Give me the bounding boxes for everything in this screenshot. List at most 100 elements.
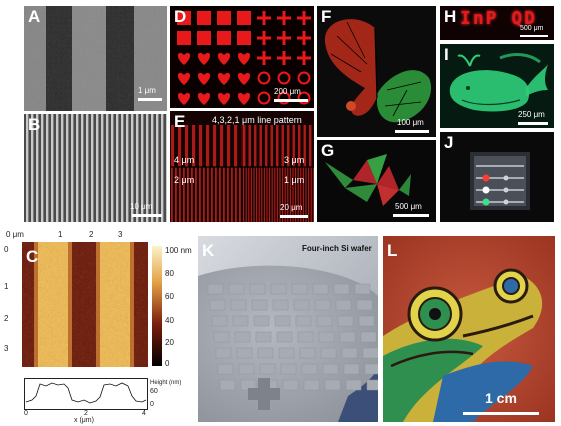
- plus-shape: [277, 51, 291, 65]
- panel-c-afm: 0 μm 1 2 3 0 1 2 3 C 100 nm 80 60 40 20 …: [0, 228, 196, 426]
- panel-c-height-profile: [24, 378, 148, 410]
- panel-l-image: [383, 236, 555, 422]
- panel-l-scalebar-text: 1 cm: [485, 390, 517, 406]
- panel-c-xtick-top-3: 3: [118, 230, 123, 239]
- line-pattern-stripe: [308, 167, 310, 222]
- heart-shape: [177, 92, 191, 105]
- grating-line: [66, 114, 69, 222]
- line-pattern-stripe: [284, 167, 286, 222]
- grating-line: [121, 114, 124, 222]
- wafer-die: [293, 299, 310, 311]
- ring-shape: [277, 71, 291, 85]
- wafer-die: [234, 331, 251, 343]
- panel-g-image: [325, 154, 411, 206]
- line-pattern-stripe: [235, 167, 237, 222]
- panel-g-origami-crane: G 500 μm: [317, 140, 436, 222]
- wafer-die: [366, 379, 378, 391]
- panel-d-scalebar: [274, 99, 308, 102]
- wafer-die: [278, 347, 295, 359]
- line-pattern-stripe: [266, 167, 268, 222]
- panel-c-cbar-tick-20: 20: [165, 338, 174, 347]
- line-pattern-stripe: [256, 167, 258, 222]
- panel-g-scalebar: [393, 214, 429, 217]
- wafer-die: [280, 363, 297, 375]
- panel-j-image: [470, 152, 530, 210]
- wafer-die: [236, 347, 253, 359]
- wafer-die: [345, 379, 362, 391]
- wafer-die: [322, 363, 339, 375]
- panel-c-profile-xtick-2: 2: [84, 410, 88, 417]
- panel-b-scalebar: [132, 214, 162, 217]
- wafer-die: [303, 379, 320, 391]
- plus-shape: [257, 11, 271, 25]
- wafer-die: [249, 283, 266, 295]
- line-pattern-stripe: [287, 125, 290, 167]
- line-pattern-stripe: [281, 125, 284, 167]
- panel-l-frog-photo: L 1 cm: [383, 236, 555, 422]
- grating-line: [161, 114, 164, 222]
- heart-shape: [237, 92, 251, 105]
- ring-shape: [257, 71, 271, 85]
- panel-h-scalebar-text: 500 μm: [520, 25, 544, 32]
- line-pattern-stripe: [175, 167, 177, 222]
- panel-j-device-photo: J: [440, 132, 554, 222]
- line-pattern-stripe: [178, 125, 182, 167]
- wafer-die: [301, 363, 318, 375]
- grating-line: [96, 114, 99, 222]
- line-pattern-stripe: [282, 167, 284, 222]
- line-pattern-stripe: [303, 125, 306, 167]
- panel-b-image: [24, 114, 167, 222]
- panel-a-scalebar-text: 1 μm: [138, 86, 156, 95]
- line-pattern-stripe: [289, 167, 291, 222]
- ring-shape: [297, 91, 311, 105]
- wafer-die: [207, 283, 224, 295]
- panel-g-scalebar-text: 500 μm: [395, 202, 422, 211]
- ring-shape: [277, 91, 291, 105]
- panel-b-scalebar-text: 10 μm: [130, 202, 153, 211]
- panel-a-sem-lines: A 1 μm: [24, 6, 167, 111]
- panel-f-butterfly: F 100 μm: [317, 6, 436, 137]
- panel-c-cbar-tick-0: 0: [165, 359, 170, 368]
- panel-c-ytick-2: 2: [4, 314, 9, 323]
- heart-shape: [197, 52, 211, 65]
- panel-c-label: C: [26, 247, 39, 266]
- wafer-die: [213, 331, 230, 343]
- square-shape: [177, 11, 191, 25]
- grating-line: [31, 114, 34, 222]
- line-pattern-stripe: [265, 125, 268, 167]
- wafer-die: [337, 315, 354, 327]
- panel-c-profile-xtick-0: 0: [24, 410, 28, 417]
- panel-c-colorbar: [152, 246, 162, 366]
- line-pattern-stripe: [231, 167, 233, 222]
- wafer-die: [211, 315, 228, 327]
- grating-line: [131, 114, 134, 222]
- line-pattern-stripe: [239, 167, 241, 222]
- wafer-die: [257, 347, 274, 359]
- line-pattern-stripe: [261, 167, 263, 222]
- grating-line: [56, 114, 59, 222]
- wafer-die: [255, 331, 272, 343]
- wafer-die: [270, 283, 287, 295]
- line-pattern-stripe: [276, 125, 279, 167]
- line-pattern-stripe: [192, 125, 196, 167]
- line-pattern-stripe: [287, 167, 289, 222]
- line-pattern-stripe: [185, 125, 189, 167]
- wafer-die: [358, 315, 375, 327]
- heart-shape: [237, 72, 251, 85]
- panel-e-quadrant-2um: 2 μm: [174, 175, 195, 185]
- grating-line: [156, 114, 159, 222]
- panel-e-quadrant-3um: 3 μm: [284, 155, 305, 165]
- grating-line: [41, 114, 44, 222]
- line-pattern-stripe: [279, 167, 281, 222]
- panel-h-inp-qd-text: H InP QD 500 μm: [440, 6, 554, 40]
- square-shape: [237, 11, 251, 25]
- square-shape: [217, 31, 231, 45]
- panel-h-scalebar: [520, 35, 548, 37]
- line-pattern-stripe: [227, 125, 231, 167]
- line-pattern-stripe: [292, 125, 295, 167]
- panel-e-scalebar: [280, 215, 308, 218]
- grating-line: [86, 114, 89, 222]
- line-pattern-stripe: [269, 167, 271, 222]
- panel-c-ytick-3: 3: [4, 344, 9, 353]
- wafer-die: [299, 347, 316, 359]
